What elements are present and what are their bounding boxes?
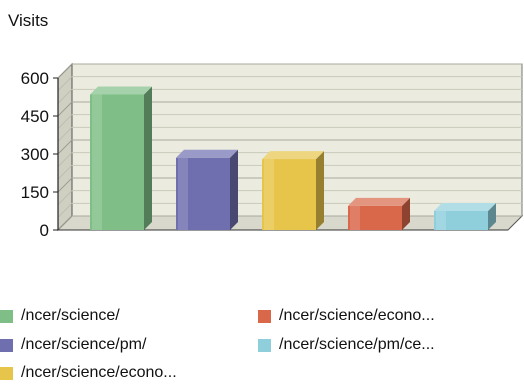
legend-item: /ncer/science/econo... — [0, 363, 177, 383]
legend-label: /ncer/science/pm/ce... — [279, 336, 435, 354]
y-tick-label: 600 — [21, 69, 49, 88]
bar — [90, 86, 152, 230]
bar-side — [144, 86, 152, 230]
bar-highlight — [178, 158, 188, 230]
bar-highlight — [436, 211, 446, 230]
legend-label: /ncer/science/pm/ — [21, 336, 146, 354]
bar-top — [262, 151, 324, 159]
legend-item: /ncer/science/pm/ce... — [258, 335, 435, 355]
y-tick-label: 0 — [40, 221, 49, 240]
bar-highlight — [350, 206, 360, 230]
y-tick-label: 150 — [21, 183, 49, 202]
bar-top — [90, 86, 152, 94]
bar — [176, 150, 238, 230]
legend-item: /ncer/science/econo... — [258, 306, 435, 326]
bar-highlight — [264, 159, 274, 230]
legend-swatch — [0, 310, 13, 323]
bar-side — [230, 150, 238, 230]
legend-item: /ncer/science/pm/ — [0, 335, 146, 355]
legend-swatch — [0, 339, 13, 352]
legend-swatch — [258, 310, 271, 323]
bar — [262, 151, 324, 230]
bar-top — [434, 203, 496, 211]
bar-top — [176, 150, 238, 158]
legend-label: /ncer/science/ — [21, 307, 120, 325]
legend-label: /ncer/science/econo... — [279, 307, 435, 325]
y-axis-label: Visits — [8, 11, 48, 30]
legend-swatch — [0, 367, 13, 380]
y-tick-label: 300 — [21, 145, 49, 164]
bar-highlight — [92, 94, 102, 230]
legend-label: /ncer/science/econo... — [21, 364, 177, 382]
bar-side — [316, 151, 324, 230]
bar-top — [348, 198, 410, 206]
legend-swatch — [258, 339, 271, 352]
legend-item: /ncer/science/ — [0, 306, 120, 326]
bar — [348, 198, 410, 230]
bar — [434, 203, 496, 230]
y-tick-label: 450 — [21, 107, 49, 126]
